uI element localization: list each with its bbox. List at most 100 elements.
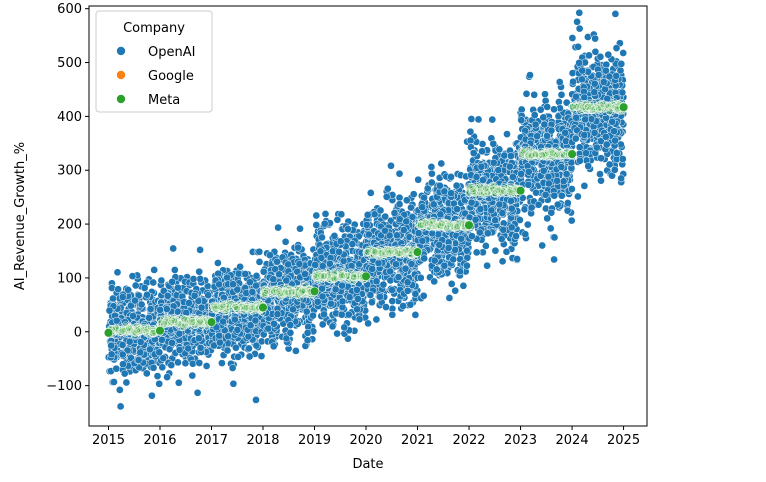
- openai-point: [252, 272, 261, 280]
- openai-point: [395, 200, 404, 209]
- openai-point: [451, 246, 459, 254]
- openai-point: [269, 342, 278, 351]
- openai-point: [472, 173, 481, 181]
- openai-point: [494, 166, 503, 174]
- openai-point: [309, 311, 317, 320]
- openai-point: [507, 152, 515, 160]
- openai-point: [414, 229, 423, 238]
- openai-point: [590, 129, 599, 137]
- openai-point: [236, 262, 244, 271]
- openai-point: [146, 305, 155, 313]
- openai-point: [388, 310, 397, 319]
- openai-point: [214, 259, 222, 267]
- openai-point: [137, 300, 146, 309]
- openai-point: [216, 338, 224, 347]
- openai-point: [505, 162, 514, 171]
- openai-point: [452, 181, 461, 190]
- openai-point: [229, 280, 237, 289]
- openai-point: [596, 52, 605, 61]
- openai-point: [524, 167, 533, 176]
- openai-point: [188, 359, 197, 368]
- openai-point: [382, 192, 391, 201]
- openai-point: [336, 237, 345, 246]
- openai-point: [303, 329, 312, 337]
- meta-band-point: [133, 326, 142, 335]
- openai-point: [559, 177, 568, 186]
- openai-point: [188, 371, 197, 380]
- openai-point: [467, 198, 476, 207]
- openai-point: [114, 285, 122, 294]
- openai-point: [163, 305, 171, 313]
- openai-point: [143, 290, 151, 299]
- openai-point: [119, 360, 127, 369]
- openai-point: [562, 170, 571, 178]
- openai-point: [582, 149, 590, 158]
- openai-point: [573, 17, 581, 26]
- openai-point: [295, 260, 304, 268]
- openai-point: [406, 300, 415, 309]
- openai-point: [590, 88, 599, 97]
- openai-point: [149, 278, 158, 287]
- openai-point: [156, 306, 164, 314]
- openai-point: [495, 145, 504, 154]
- openai-point: [296, 224, 304, 233]
- openai-point: [170, 266, 179, 274]
- openai-point: [223, 273, 231, 282]
- openai-point: [572, 92, 580, 101]
- openai-point: [553, 176, 561, 185]
- openai-point: [320, 310, 328, 319]
- openai-point: [593, 143, 601, 152]
- openai-point: [286, 328, 295, 337]
- openai-point: [330, 232, 339, 240]
- openai-point: [248, 288, 257, 296]
- openai-point: [416, 273, 425, 282]
- openai-point: [394, 273, 403, 281]
- openai-point: [487, 206, 496, 215]
- openai-point: [550, 191, 559, 200]
- openai-point: [241, 270, 250, 278]
- openai-point: [479, 176, 487, 184]
- openai-point: [353, 286, 361, 294]
- openai-point: [502, 247, 511, 256]
- openai-point: [157, 276, 166, 285]
- openai-point: [610, 165, 619, 174]
- openai-point: [578, 75, 586, 84]
- openai-point: [581, 115, 590, 124]
- openai-point: [524, 180, 533, 189]
- openai-point: [189, 275, 198, 283]
- openai-point: [403, 278, 412, 287]
- openai-point: [355, 315, 364, 324]
- openai-point: [257, 352, 266, 360]
- openai-point: [530, 90, 539, 99]
- openai-point: [372, 315, 381, 324]
- openai-point: [409, 190, 418, 199]
- openai-point: [252, 396, 260, 404]
- openai-point: [312, 221, 321, 229]
- openai-point: [245, 352, 254, 361]
- openai-point: [584, 162, 593, 170]
- openai-point: [411, 311, 420, 319]
- openai-point: [149, 363, 158, 372]
- openai-point: [575, 59, 583, 67]
- openai-point: [381, 212, 390, 221]
- openai-point: [124, 285, 132, 294]
- openai-point: [115, 386, 124, 394]
- openai-point: [540, 120, 549, 129]
- openai-point: [453, 205, 461, 214]
- openai-point: [576, 156, 584, 165]
- openai-point: [246, 278, 254, 287]
- openai-point: [155, 379, 164, 388]
- openai-point: [105, 306, 114, 315]
- points-layer: [103, 8, 629, 411]
- openai-point: [401, 264, 410, 273]
- openai-point: [333, 329, 341, 338]
- openai-point: [282, 276, 291, 285]
- openai-point: [456, 267, 464, 276]
- openai-point: [530, 111, 539, 119]
- openai-point: [547, 208, 556, 217]
- openai-point: [184, 344, 193, 353]
- meta-band-point: [118, 326, 127, 335]
- openai-point: [196, 343, 205, 352]
- openai-point: [118, 350, 127, 359]
